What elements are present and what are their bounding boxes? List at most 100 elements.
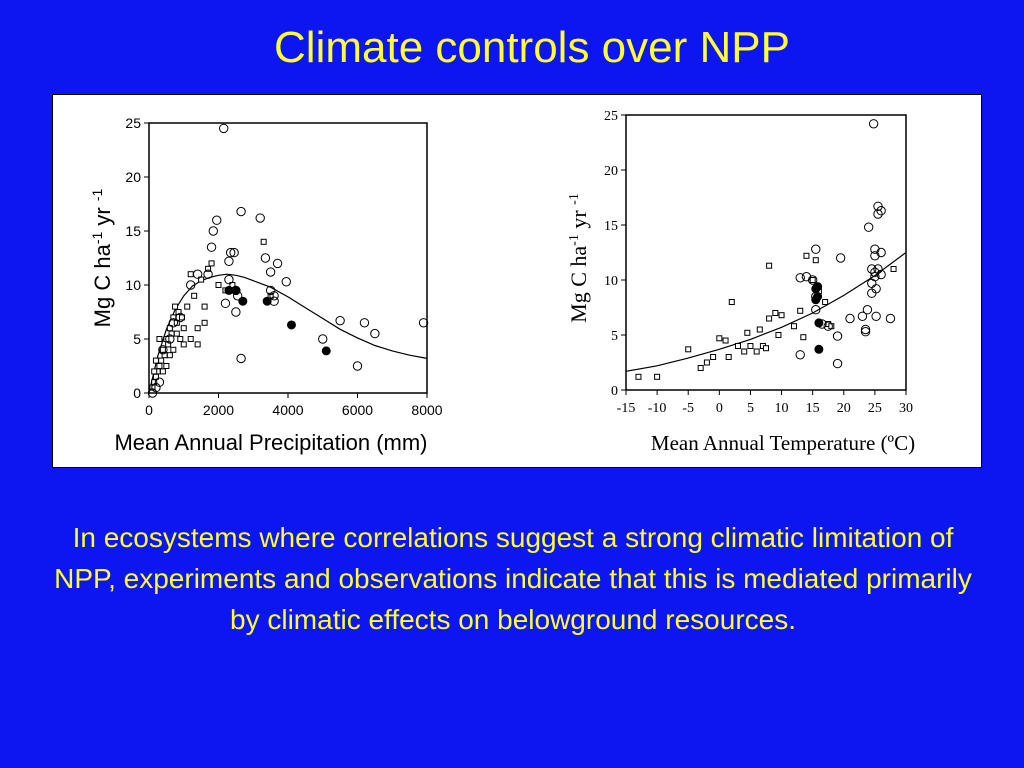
chart1-point-circle-open (220, 298, 231, 309)
chart1-point-circle-filled (321, 346, 331, 356)
chart2-point-circle-open (862, 305, 873, 315)
chart1-point-square (173, 330, 180, 337)
chart1-x-axis-label: Mean Annual Precipitation (mm) (114, 430, 427, 455)
chart2-point-square (728, 299, 735, 305)
chart1-point-circle-open (260, 253, 271, 263)
chart2-point-square (822, 299, 829, 305)
chart2-point-square (778, 312, 785, 319)
chart2-point-square (753, 348, 760, 355)
chart1-point-square (184, 303, 191, 310)
chart2-point-square (803, 252, 810, 259)
chart2-point-circle-open (811, 305, 821, 315)
chart1-point-square (152, 357, 159, 364)
chart2-point-circle-filled (814, 344, 824, 354)
chart2-point-circle-open (870, 267, 880, 278)
chart1-point-circle-open (255, 213, 265, 223)
chart1-point-square (187, 271, 194, 278)
chart1-point-square (187, 336, 194, 342)
chart2-point-circle-open (873, 264, 883, 274)
chart1-point-square (159, 346, 166, 353)
chart1-x-tick-label: 4000 (272, 402, 303, 418)
chart2-point-circle-open (832, 358, 843, 369)
chart1-point-circle-open (208, 226, 218, 236)
chart1-point-circle-open (269, 291, 279, 301)
chart2-y-tick-label: 0 (611, 384, 618, 399)
chart1-point-square (175, 309, 182, 315)
chart1-x-tick-label: 6000 (342, 402, 373, 418)
chart2-point-square (725, 354, 732, 360)
chart2-point-circle-open (870, 251, 880, 261)
chart-precipitation: 0 2000 4000 6000 8000 0 5 10 15 20 25 Mean Annual … (89, 115, 443, 455)
chart1-point-square (201, 319, 208, 326)
chart2-point-circle-open (832, 331, 843, 341)
chart1-point-circle-open (236, 353, 246, 364)
chart1-y-tick-label: 20 (125, 169, 141, 185)
chart2-point-square (797, 307, 804, 314)
chart1-point-square (177, 336, 184, 342)
chart1-point-circle-open (224, 256, 234, 266)
chart1-point-circle-open (359, 318, 370, 328)
chart2-y-tick-label: 25 (604, 109, 618, 124)
chart1-point-circle-open (265, 285, 276, 296)
chart2-x-axis-label: Mean Annual Temperature (ºC) (651, 431, 915, 455)
chart1-point-circle-open (370, 328, 380, 339)
chart1-point-square (205, 265, 212, 272)
chart2-fit-curve (625, 252, 907, 372)
chart1-point-circle-filled (286, 320, 296, 330)
chart1-point-circle-open (335, 315, 345, 326)
chart1-x-tick-label: 2000 (203, 402, 234, 418)
chart1-point-square (180, 341, 187, 348)
chart1-x-tick-label: 8000 (411, 402, 442, 418)
chart2-x-tick-label: 5 (747, 401, 754, 416)
slide-title: Climate controls over NPP (274, 23, 790, 72)
chart2-point-square (809, 277, 816, 283)
chart2-point-circle-filled (813, 292, 823, 301)
chart1-point-circle-open (229, 247, 239, 258)
chart2-point-circle-open (811, 244, 821, 254)
chart2-x-tick-label: 10 (775, 401, 789, 416)
chart2-point-circle-open (876, 269, 886, 280)
chart2-y-tick-label: 10 (604, 274, 618, 289)
chart1-point-circle-open (168, 318, 179, 328)
chart2-y-axis-label: Mg C ha-1 yr -1 (566, 193, 591, 323)
chart2-point-circle-open (860, 324, 871, 335)
chart1-point-square (159, 368, 166, 375)
chart1-point-square (156, 336, 163, 342)
chart2-x-tick-label: 25 (868, 401, 882, 416)
chart1-point-circle-open (203, 269, 213, 279)
chart2-ticks: -15 -10 -5 0 5 10 15 20 25 30 0 5 10 15 20 25 (604, 109, 913, 416)
chart1-point-circle-open (265, 267, 276, 277)
chart2-point-circle-filled (813, 282, 823, 292)
chart2-point-square (741, 348, 748, 355)
chart2-point-square (716, 335, 723, 342)
chart2-point-square (763, 345, 769, 352)
chart2-point-circle-open (835, 253, 846, 263)
chart2-point-square (772, 310, 779, 316)
chart2-x-tick-label: -5 (682, 401, 694, 416)
chart2-point-circle-open (876, 247, 886, 258)
chart1-point-circle-open (318, 334, 328, 344)
chart2-point-square (890, 266, 897, 272)
chart2-point-square (812, 257, 819, 264)
chart1-point-circle-filled (262, 296, 272, 306)
chart-temperature: -15 -10 -5 0 5 10 15 20 25 30 0 5 10 15 20 25 Mean Annu… (566, 109, 915, 455)
chart2-point-square (766, 262, 773, 269)
chart2-point-square (710, 354, 717, 360)
chart1-point-circle-open (352, 361, 363, 371)
chart1-point-circle-open (236, 206, 246, 217)
chart2-point-circle-open (801, 272, 812, 282)
chart1-y-axis-label: Mg C ha-1 yr -1 (89, 188, 115, 327)
chart1-ticks: 0 2000 4000 6000 8000 0 5 10 15 20 25 (125, 115, 442, 418)
chart1-point-circle-open (231, 307, 241, 317)
chart1-point-circle-open (224, 274, 234, 285)
chart2-point-circle-open (871, 311, 881, 322)
chart2-points (635, 119, 897, 380)
chart2-y-tick-label: 20 (604, 164, 618, 179)
chart1-y-tick-label: 5 (133, 331, 141, 347)
chart1-point-circle-filled (231, 285, 241, 295)
chart1-point-square (180, 325, 187, 332)
chart2-x-tick-label: 30 (899, 401, 913, 416)
chart2-point-circle-open (795, 273, 805, 283)
chart1-point-square (156, 363, 163, 369)
